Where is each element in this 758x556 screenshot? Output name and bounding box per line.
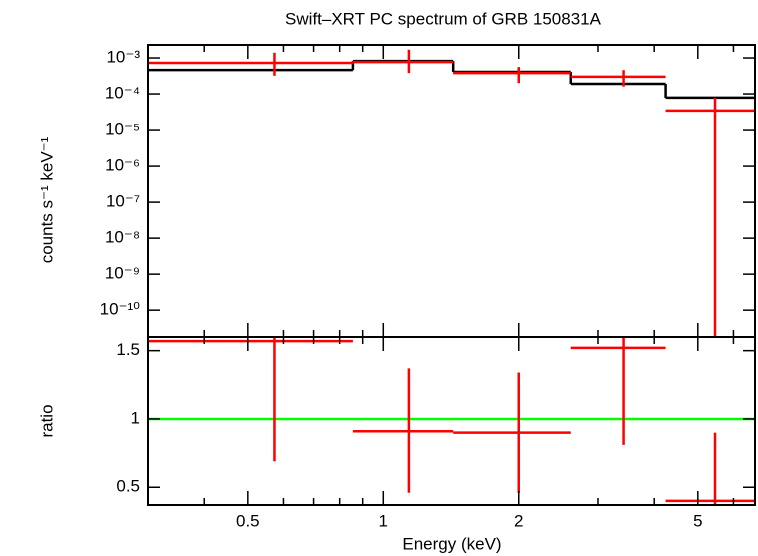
axes-frame bbox=[147, 336, 756, 506]
x-tick-label: 0.5 bbox=[236, 511, 260, 530]
y-tick-label: 10⁻⁶ bbox=[105, 156, 140, 175]
x-axis-label: Energy (keV) bbox=[402, 534, 501, 553]
y-axis-label: counts s⁻¹ keV⁻¹ bbox=[37, 136, 56, 263]
plot-area bbox=[148, 49, 755, 337]
plot-area bbox=[148, 337, 755, 505]
y-tick-label: 10⁻⁸ bbox=[105, 228, 140, 247]
y-tick-label: 10⁻⁷ bbox=[106, 192, 140, 211]
axes-frame bbox=[147, 44, 756, 338]
y-tick-label: 0.5 bbox=[116, 477, 140, 496]
y-axis-label: ratio bbox=[37, 404, 56, 437]
y-tick-label: 1.5 bbox=[116, 340, 140, 359]
y-tick-label: 1 bbox=[131, 408, 140, 427]
x-tick-label: 5 bbox=[693, 511, 702, 530]
y-tick-label: 10⁻¹⁰ bbox=[100, 300, 141, 319]
x-tick-label: 1 bbox=[379, 511, 388, 530]
y-tick-label: 10⁻³ bbox=[106, 48, 140, 67]
y-tick-label: 10⁻⁵ bbox=[105, 120, 140, 139]
chart-title: Swift–XRT PC spectrum of GRB 150831A bbox=[285, 9, 602, 28]
y-tick-label: 10⁻⁴ bbox=[105, 84, 140, 103]
y-tick-label: 10⁻⁹ bbox=[105, 264, 140, 283]
x-tick-label: 2 bbox=[514, 511, 523, 530]
